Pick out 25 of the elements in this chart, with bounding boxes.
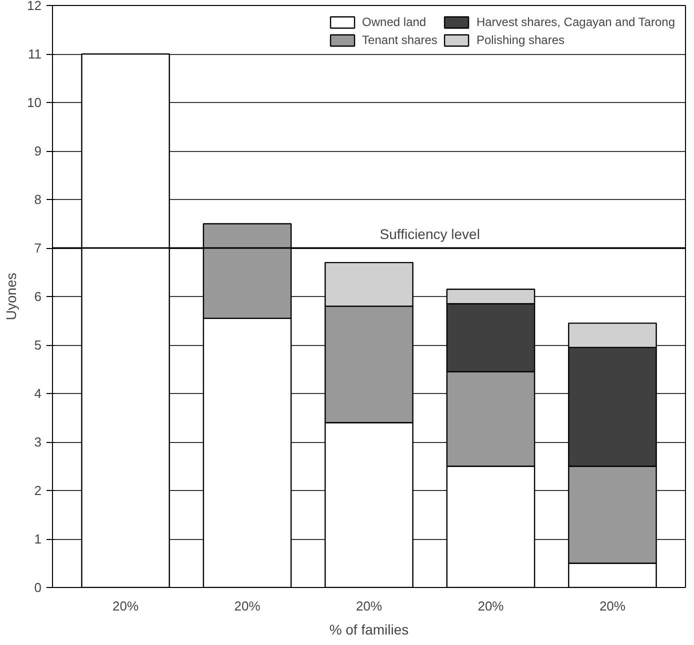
ref-line-label: Sufficiency level (380, 226, 480, 242)
y-tick-label: 9 (34, 144, 42, 158)
legend-label: Tenant shares (362, 33, 438, 47)
legend-label: Harvest shares, Cagayan and Tarong (476, 15, 675, 29)
y-tick-label: 12 (27, 0, 42, 13)
x-tick-label: 20% (599, 598, 626, 614)
y-tick-label: 3 (34, 434, 42, 450)
x-tick-label: 20% (234, 598, 261, 614)
y-tick-label: 5 (34, 338, 42, 352)
y-tick-label: 8 (34, 192, 42, 207)
y-axis-title: Uyones (3, 272, 20, 320)
x-tick-label: 20% (356, 598, 382, 614)
y-tick-label: 11 (28, 46, 42, 62)
x-axis-title: % of families (329, 622, 409, 638)
x-tick-label: 20% (478, 598, 504, 614)
y-tick-label: 1 (34, 532, 42, 546)
y-tick-label: 6 (34, 289, 42, 304)
legend-label: Owned land (362, 15, 426, 29)
y-tick-label: 2 (34, 483, 42, 498)
legend-label: Polishing shares (476, 33, 564, 47)
x-tick-label: 20% (112, 598, 139, 614)
y-tick-label: 4 (34, 386, 42, 401)
y-tick-label: 0 (34, 580, 42, 595)
y-tick-label: 10 (27, 95, 42, 110)
y-tick-label: 7 (34, 240, 42, 256)
